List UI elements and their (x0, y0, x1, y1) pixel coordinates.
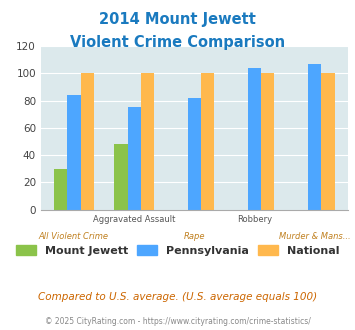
Bar (308, 64, 321, 210)
Text: All Violent Crime: All Violent Crime (39, 232, 109, 241)
Bar (201, 74, 214, 210)
Bar (261, 74, 274, 210)
Bar (188, 98, 201, 210)
Bar (127, 108, 141, 210)
Text: Rape: Rape (184, 232, 205, 241)
Text: Violent Crime Comparison: Violent Crime Comparison (70, 35, 285, 50)
Bar (114, 144, 127, 210)
Text: © 2025 CityRating.com - https://www.cityrating.com/crime-statistics/: © 2025 CityRating.com - https://www.city… (45, 317, 310, 326)
Bar (67, 95, 81, 210)
Bar (321, 74, 335, 210)
Bar (54, 169, 67, 210)
Bar (248, 68, 261, 210)
Text: Murder & Mans...: Murder & Mans... (279, 232, 351, 241)
Legend: Mount Jewett, Pennsylvania, National: Mount Jewett, Pennsylvania, National (11, 241, 344, 260)
Bar (141, 74, 154, 210)
Text: Compared to U.S. average. (U.S. average equals 100): Compared to U.S. average. (U.S. average … (38, 292, 317, 302)
Bar (81, 74, 94, 210)
Text: Aggravated Assault: Aggravated Assault (93, 214, 175, 223)
Text: Robbery: Robbery (237, 214, 272, 223)
Text: 2014 Mount Jewett: 2014 Mount Jewett (99, 12, 256, 26)
